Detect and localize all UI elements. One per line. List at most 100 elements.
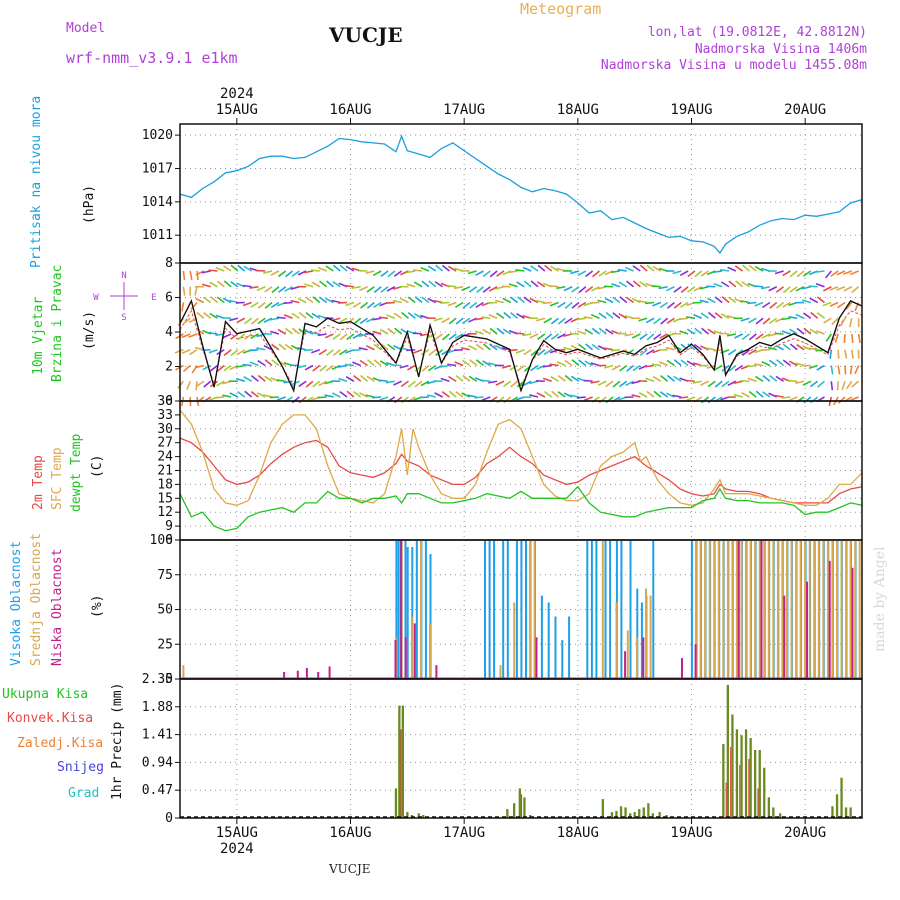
wind-arrow <box>291 270 300 277</box>
wind-arrow <box>660 317 669 325</box>
wind-arrow <box>283 314 293 319</box>
bar-srednjaoblacnost <box>749 540 752 679</box>
wind-arrow <box>652 375 662 382</box>
wind-arrow <box>522 266 532 272</box>
wind-arrow <box>536 281 546 288</box>
wind-arrow <box>297 364 307 369</box>
bar-srednjaoblacnost <box>704 540 707 679</box>
wind-arrow <box>803 312 812 319</box>
y-tick-label: 33 <box>157 408 173 423</box>
wind-arrow <box>352 301 362 308</box>
bar-visokaoblacnost <box>636 588 639 679</box>
wind-arrow <box>433 299 443 304</box>
wind-arrow <box>352 333 362 340</box>
wind-arrow <box>734 297 743 304</box>
wind-arrow <box>854 365 860 375</box>
wind-arrow <box>379 360 389 367</box>
wind-arrow <box>673 301 682 309</box>
wind-arrow <box>646 390 655 398</box>
wind-arrow <box>304 364 314 371</box>
wind-arrow <box>679 330 689 335</box>
wind-arrow <box>421 364 430 372</box>
wind-arrow <box>535 317 546 322</box>
bottom-day-label: 18AUG <box>557 825 599 841</box>
model-name: wrf-nmm_v3.9.1 e1km <box>66 49 238 67</box>
wind-arrow <box>325 297 334 304</box>
bar-visokaoblacnost <box>520 540 523 679</box>
wind-arrow <box>468 286 478 293</box>
wind-arrow <box>435 264 444 272</box>
wind-arrow <box>809 297 819 304</box>
wind-arrow <box>769 301 778 309</box>
wind-arrow <box>755 317 764 325</box>
wind-arrow <box>557 374 566 382</box>
wind-arrow <box>646 264 655 272</box>
wind-arrow <box>644 364 655 368</box>
wind-arrow <box>686 360 696 367</box>
wind-arrow <box>305 296 314 304</box>
wind-arrow <box>727 266 737 272</box>
bar-visokaoblacnost <box>415 540 418 679</box>
y-tick-label: 0 <box>165 394 173 409</box>
wind-arrow <box>209 312 218 319</box>
wind-arrow <box>714 364 723 371</box>
wind-arrow <box>401 311 409 319</box>
wind-arrow <box>441 333 450 341</box>
wind-arrow <box>850 333 854 344</box>
wind-arrow <box>441 264 450 272</box>
wind-arrow <box>339 349 348 356</box>
bar-ukupnakisa <box>633 812 636 818</box>
bar-srednjaoblacnost <box>826 540 829 679</box>
wind-compass: N S W E <box>93 271 156 323</box>
wind-arrow <box>666 286 675 292</box>
wind-arrow <box>297 270 307 276</box>
wind-arrow <box>291 327 300 335</box>
wind-arrow <box>318 349 328 356</box>
wind-arrow <box>419 333 430 337</box>
wind-arrow <box>392 299 402 304</box>
wind-arrow <box>496 396 505 404</box>
wind-arrow <box>802 270 812 277</box>
wind-arrow <box>604 364 614 369</box>
bar-srednjaoblacnost <box>845 540 848 679</box>
wind-arrow <box>291 312 300 319</box>
wind-arrow <box>467 394 477 398</box>
wind-arrow <box>583 379 593 383</box>
wind-arrow <box>285 270 294 278</box>
bar-ukupnakisa <box>831 806 834 818</box>
wind-arrow <box>380 286 389 293</box>
wind-arrow <box>789 286 798 293</box>
wind-arrow <box>407 364 416 371</box>
wind-arrow <box>693 343 703 351</box>
wind-arrow <box>413 269 423 272</box>
bar-srednjaoblacnost <box>790 540 793 679</box>
bar-srednjaoblacnost <box>772 540 775 679</box>
temp-unit: (C) <box>90 454 105 478</box>
wind-arrow <box>460 346 471 351</box>
wind-arrow <box>841 381 846 391</box>
wind-arrow <box>645 377 655 383</box>
wind-arrow <box>679 301 689 308</box>
bar-niskaoblacnost <box>296 670 299 679</box>
temp-label-2: SFC Temp <box>50 447 65 510</box>
wind-arrow <box>570 270 580 275</box>
wind-arrow <box>461 392 471 398</box>
wind-arrow <box>189 349 198 356</box>
wind-arrow <box>366 375 375 382</box>
wind-arrow <box>721 380 730 388</box>
wind-arrow <box>440 377 450 383</box>
bar-ukupnakisa <box>518 788 521 818</box>
wind-arrow <box>694 327 703 335</box>
wind-arrow <box>462 301 471 309</box>
wind-arrow <box>263 317 273 323</box>
wind-arrow <box>345 265 355 272</box>
wind-arrow <box>598 270 607 277</box>
wind-arrow <box>346 333 355 341</box>
wind-arrow <box>843 270 853 275</box>
wind-arrow <box>476 286 485 294</box>
wind-arrow <box>707 297 716 304</box>
bar-ukupnakisa <box>642 807 645 818</box>
bar-ukupnakisa <box>658 812 661 818</box>
wind-arrow <box>311 281 321 288</box>
